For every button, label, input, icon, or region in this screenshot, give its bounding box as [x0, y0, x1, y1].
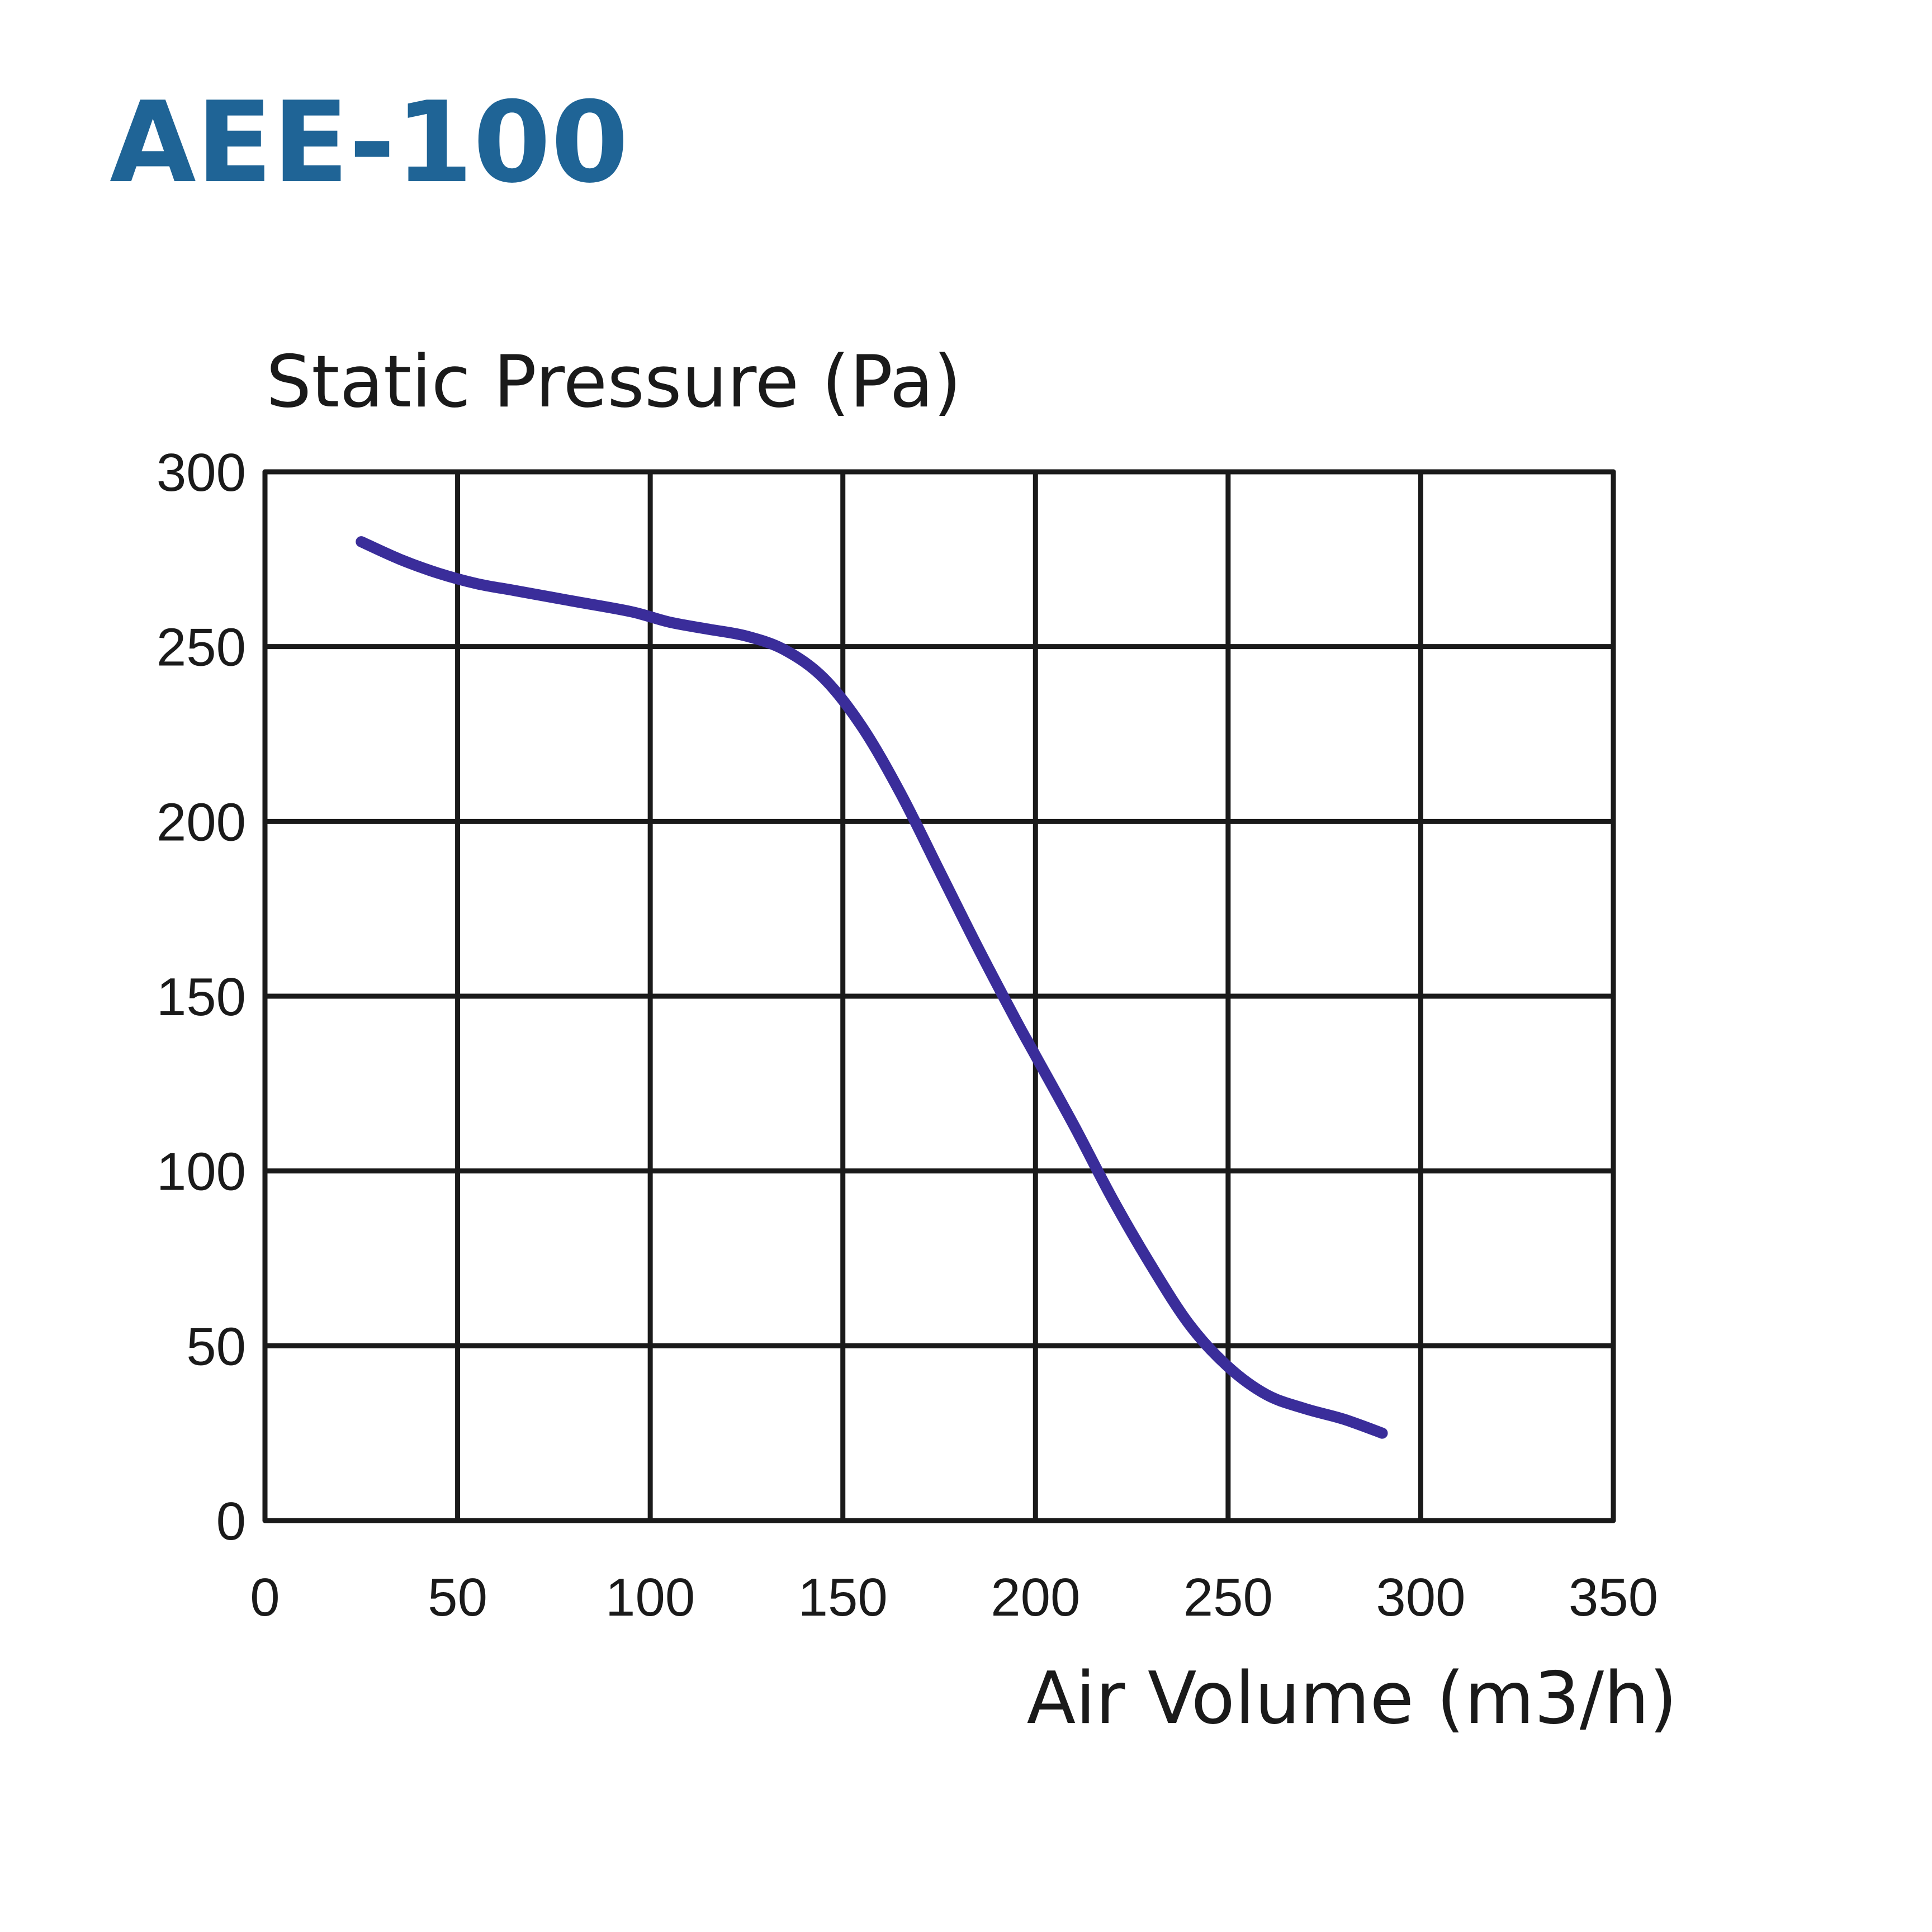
pressure-curve	[356, 536, 1388, 1439]
x-tick-label: 200	[991, 1568, 1080, 1627]
x-tick-label: 50	[428, 1568, 487, 1627]
x-tick-label: 150	[798, 1568, 888, 1627]
x-tick-label: 100	[605, 1568, 695, 1627]
y-axis-label: Static Pressure (Pa)	[266, 340, 962, 424]
y-tick-label: 150	[157, 967, 246, 1027]
x-axis-label: Air Volume (m3/h)	[1027, 1657, 1677, 1740]
chart-title: AEE-100	[110, 78, 629, 208]
y-tick-label: 0	[216, 1491, 246, 1551]
y-tick-label: 250	[157, 618, 246, 678]
x-tick-label: 300	[1376, 1568, 1465, 1627]
x-tick-label: 0	[250, 1568, 280, 1627]
y-tick-label: 300	[157, 443, 246, 503]
tick-labels: 0 50 100 150 200 250 300 350 0 50 100 150 200 250 300	[157, 443, 1658, 1627]
grid	[262, 469, 1616, 1523]
x-tick-label: 250	[1183, 1568, 1273, 1627]
y-tick-label: 100	[157, 1142, 246, 1202]
x-tick-label: 350	[1569, 1568, 1658, 1627]
y-tick-label: 50	[186, 1317, 246, 1376]
y-tick-label: 200	[157, 792, 246, 852]
